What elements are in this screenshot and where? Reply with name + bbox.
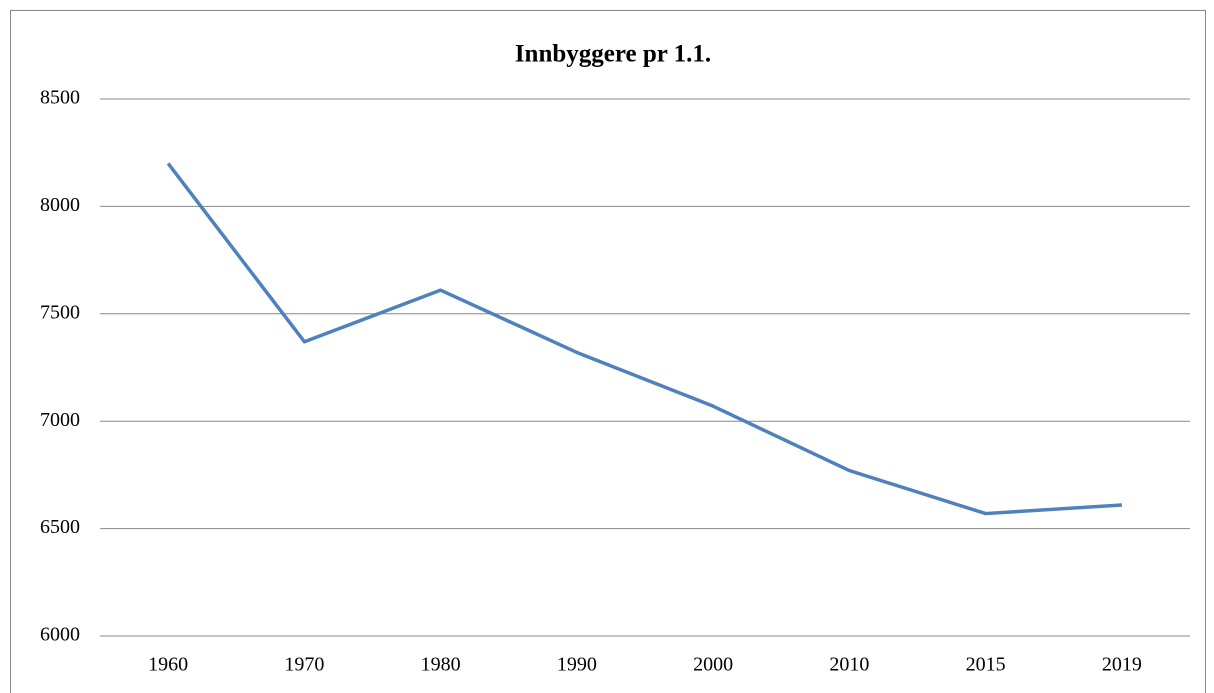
y-tick-label: 7000 — [40, 409, 80, 431]
y-tick-label: 6500 — [40, 516, 80, 538]
y-tick-label: 8000 — [40, 194, 80, 216]
line-series — [166, 162, 1122, 516]
y-tick-label: 8500 — [40, 87, 80, 109]
x-tick-label: 1970 — [284, 654, 324, 676]
x-tick-label: 2019 — [1102, 654, 1142, 676]
x-tick-label: 2010 — [829, 654, 869, 676]
chart-frame — [10, 10, 1206, 693]
x-tick-label: 1960 — [148, 654, 188, 676]
chart-title: Innbyggere pr 1.1. — [515, 41, 711, 68]
x-tick-label: 1980 — [421, 654, 461, 676]
y-tick-label: 6000 — [40, 624, 80, 646]
x-tick-label: 2015 — [966, 654, 1006, 676]
y-tick-label: 7500 — [40, 301, 80, 323]
x-tick-label: 2000 — [693, 654, 733, 676]
x-tick-label: 1990 — [557, 654, 597, 676]
